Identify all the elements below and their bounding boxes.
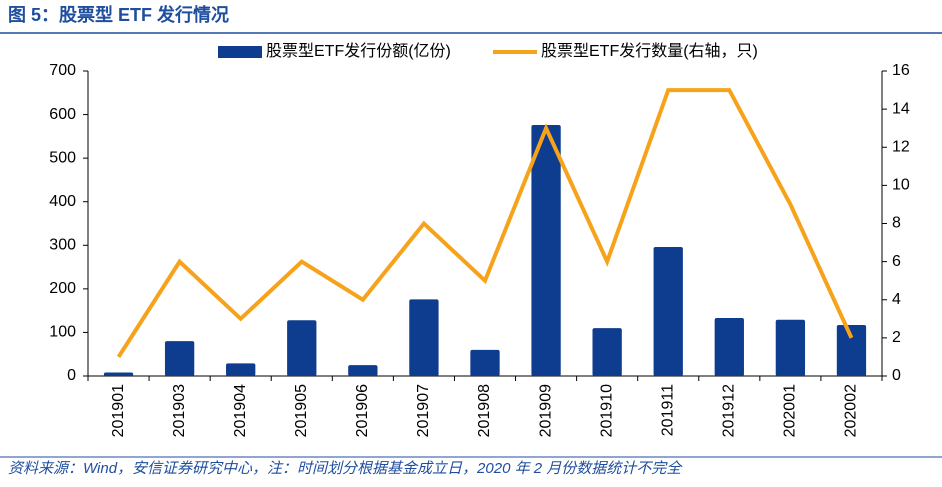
y-tick-label: 100 (49, 324, 76, 341)
y-tick-label: 300 (49, 237, 76, 254)
line (116, 88, 854, 359)
bar (409, 299, 439, 376)
bar (714, 318, 744, 376)
y2-tick-label: 10 (892, 177, 910, 194)
legend-label: 股票型ETF发行数量(右轴，只) (541, 42, 758, 60)
x-tick-label: 201906 (354, 384, 371, 437)
legend-swatch (218, 46, 262, 58)
legend-label: 股票型ETF发行份额(亿份) (266, 42, 451, 60)
y-tick-label: 0 (67, 367, 76, 384)
y2-tick-label: 4 (892, 291, 901, 308)
bar (531, 125, 561, 377)
y2-tick-label: 12 (892, 138, 910, 155)
y-tick-label: 200 (49, 280, 76, 297)
y-tick-label: 500 (49, 149, 76, 166)
y2-tick-label: 8 (892, 215, 901, 232)
bar (470, 349, 500, 376)
x-tick-label: 201908 (476, 384, 493, 437)
y-tick-label: 400 (49, 193, 76, 210)
bar (836, 325, 867, 376)
source: 资料来源：Wind，安信证券研究中心，注：时间划分根据基金成立日，2020 年 … (8, 460, 683, 477)
x-tick-label: 201904 (232, 384, 249, 437)
bar (592, 328, 622, 376)
bar (287, 320, 317, 376)
y2-tick-label: 0 (892, 367, 901, 384)
x-tick-label: 202002 (843, 384, 860, 437)
bar (226, 363, 256, 376)
y-tick-label: 600 (49, 106, 76, 123)
bar (653, 247, 683, 376)
y2-tick-label: 2 (892, 329, 901, 346)
x-tick-label: 201912 (721, 384, 738, 437)
x-tick-label: 201903 (171, 384, 188, 437)
x-tick-label: 201905 (293, 384, 310, 437)
bar (164, 341, 195, 376)
y-tick-label: 700 (49, 62, 76, 79)
x-tick-label: 201901 (110, 384, 127, 437)
bar (775, 319, 806, 376)
y2-tick-label: 16 (892, 62, 910, 79)
x-tick-label: 201911 (659, 384, 676, 436)
bar (103, 372, 134, 376)
x-tick-label: 201910 (598, 384, 615, 437)
x-tick-label: 201907 (415, 384, 432, 437)
chart-title: 图 5：股票型 ETF 发行情况 (8, 4, 229, 25)
y2-tick-label: 14 (892, 100, 910, 117)
y2-tick-label: 6 (892, 253, 901, 270)
bar (348, 365, 378, 376)
x-tick-label: 201909 (537, 384, 554, 437)
x-tick-label: 202001 (782, 384, 799, 437)
